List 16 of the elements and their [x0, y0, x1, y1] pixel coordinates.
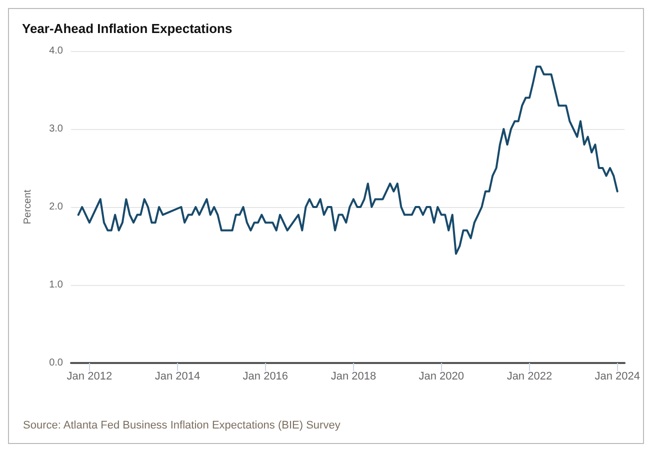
- source-note: Source: Atlanta Fed Business Inflation Expectations (BIE) Survey: [23, 420, 341, 432]
- y-tick-label: 1.0: [49, 280, 64, 290]
- y-axis-title: Percent: [22, 190, 34, 224]
- x-tick-label: Jan 2016: [242, 370, 288, 382]
- y-tick-label: 0.0: [49, 358, 64, 368]
- x-tick-label: Jan 2014: [154, 370, 200, 382]
- y-tick-label: 3.0: [49, 124, 64, 134]
- x-tick-label: Jan 2022: [506, 370, 552, 382]
- line-series: [77, 66, 618, 255]
- chart-title: Year-Ahead Inflation Expectations: [22, 21, 232, 36]
- x-tick-label: Jan 2012: [66, 370, 112, 382]
- y-tick-label: 4.0: [49, 46, 64, 56]
- x-tick-label: Jan 2018: [330, 370, 376, 382]
- x-tick-label: Jan 2024: [594, 370, 640, 382]
- x-tick-label: Jan 2020: [418, 370, 464, 382]
- y-tick-label: 2.0: [49, 202, 64, 212]
